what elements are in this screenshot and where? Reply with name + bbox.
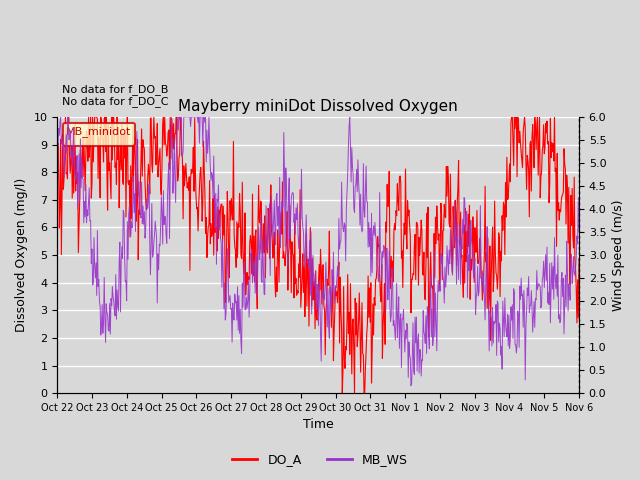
Legend:  [63,122,135,145]
X-axis label: Time: Time [303,419,333,432]
Y-axis label: Wind Speed (m/s): Wind Speed (m/s) [612,199,625,311]
Y-axis label: Dissolved Oxygen (mg/l): Dissolved Oxygen (mg/l) [15,178,28,332]
Title: Mayberry miniDot Dissolved Oxygen: Mayberry miniDot Dissolved Oxygen [179,99,458,114]
Legend: DO_A, MB_WS: DO_A, MB_WS [227,448,413,471]
Text: No data for f_DO_B
No data for f_DO_C: No data for f_DO_B No data for f_DO_C [63,84,169,107]
